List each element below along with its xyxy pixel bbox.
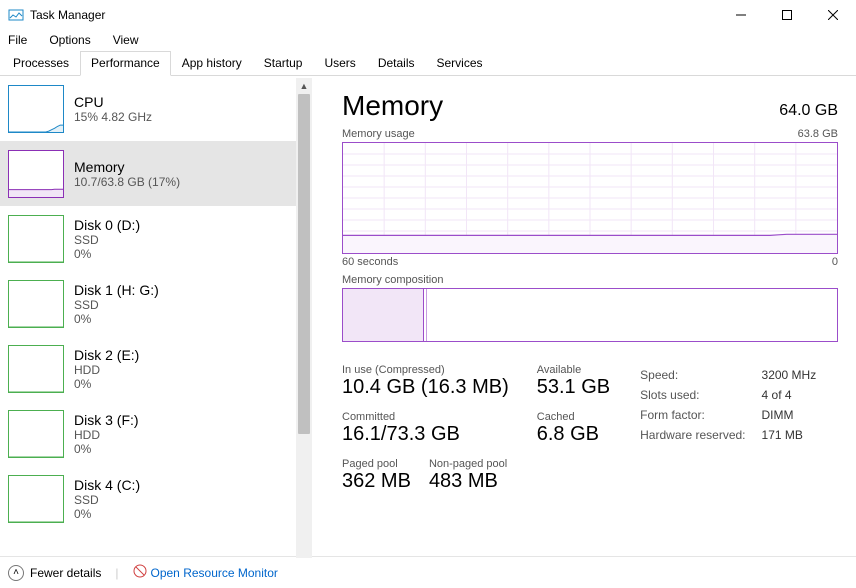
nonpaged-value: 483 MB <box>429 470 507 493</box>
speed-label: Speed: <box>640 366 759 384</box>
fewer-details-label: Fewer details <box>30 566 101 580</box>
sidebar-item-text: Disk 0 (D:) SSD0% <box>74 217 140 261</box>
available-value: 53.1 GB <box>537 376 610 399</box>
sparkline-thumb <box>8 150 64 198</box>
sidebar-item-title: Disk 2 (E:) <box>74 347 139 363</box>
menu-file[interactable]: File <box>4 31 31 49</box>
composition-segment <box>343 289 424 341</box>
sidebar-item-disk-2-e-[interactable]: Disk 2 (E:) HDD0% <box>0 336 296 401</box>
usage-chart-max: 63.8 GB <box>798 128 838 140</box>
scroll-up-icon[interactable]: ▲ <box>296 78 312 94</box>
sidebar-item-disk-4-c-[interactable]: Disk 4 (C:) SSD0% <box>0 466 296 531</box>
cached-value: 6.8 GB <box>537 423 610 446</box>
resmon-icon <box>133 564 147 581</box>
sidebar-scrollbar[interactable]: ▲ <box>296 78 312 558</box>
total-memory: 64.0 GB <box>779 102 838 120</box>
sparkline-thumb <box>8 215 64 263</box>
window-controls <box>718 0 856 30</box>
composition-segment <box>427 289 837 341</box>
tab-services[interactable]: Services <box>426 51 494 76</box>
sidebar-item-disk-1-h-g-[interactable]: Disk 1 (H: G:) SSD0% <box>0 271 296 336</box>
in-use-value: 10.4 GB (16.3 MB) <box>342 376 509 399</box>
sidebar-item-disk-3-f-[interactable]: Disk 3 (F:) HDD0% <box>0 401 296 466</box>
sidebar-item-text: Disk 1 (H: G:) SSD0% <box>74 282 159 326</box>
sidebar-item-cpu[interactable]: CPU 15% 4.82 GHz <box>0 76 296 141</box>
close-button[interactable] <box>810 0 856 30</box>
usage-chart-xright: 0 <box>832 256 838 268</box>
title-bar: Task Manager <box>0 0 856 30</box>
sidebar-item-title: CPU <box>74 94 152 110</box>
tab-app-history[interactable]: App history <box>171 51 253 76</box>
sidebar-item-title: Memory <box>74 159 180 175</box>
sidebar-item-disk-0-d-[interactable]: Disk 0 (D:) SSD0% <box>0 206 296 271</box>
sidebar-item-text: Disk 3 (F:) HDD0% <box>74 412 139 456</box>
sidebar-item-text: Memory 10.7/63.8 GB (17%) <box>74 159 180 189</box>
menu-options[interactable]: Options <box>45 31 94 49</box>
detail-pane: Memory 64.0 GB Memory usage 63.8 GB 60 s… <box>312 76 856 556</box>
speed-value: 3200 MHz <box>762 366 831 384</box>
sparkline-thumb <box>8 85 64 133</box>
app-icon <box>8 7 24 23</box>
form-label: Form factor: <box>640 406 759 424</box>
sidebar-item-text: Disk 2 (E:) HDD0% <box>74 347 139 391</box>
tab-users[interactable]: Users <box>313 51 366 76</box>
form-value: DIMM <box>762 406 831 424</box>
paged-label: Paged pool <box>342 458 411 470</box>
composition-label: Memory composition <box>342 274 838 286</box>
nonpaged-label: Non-paged pool <box>429 458 507 470</box>
window-title: Task Manager <box>30 8 718 22</box>
minimize-button[interactable] <box>718 0 764 30</box>
fewer-details-button[interactable]: ˄ Fewer details <box>8 565 101 581</box>
tab-processes[interactable]: Processes <box>2 51 80 76</box>
sidebar: CPU 15% 4.82 GHz Memory 10.7/63.8 GB (17… <box>0 76 312 556</box>
maximize-button[interactable] <box>764 0 810 30</box>
available-label: Available <box>537 364 610 376</box>
sparkline-thumb <box>8 475 64 523</box>
sidebar-item-text: CPU 15% 4.82 GHz <box>74 94 152 124</box>
chevron-up-icon: ˄ <box>8 565 24 581</box>
menu-view[interactable]: View <box>109 31 143 49</box>
sparkline-thumb <box>8 345 64 393</box>
resmon-label: Open Resource Monitor <box>151 566 278 580</box>
content-area: CPU 15% 4.82 GHz Memory 10.7/63.8 GB (17… <box>0 76 856 556</box>
tab-performance[interactable]: Performance <box>80 51 171 76</box>
sidebar-item-title: Disk 4 (C:) <box>74 477 140 493</box>
status-bar: ˄ Fewer details | Open Resource Monitor <box>0 556 856 588</box>
tab-startup[interactable]: Startup <box>253 51 314 76</box>
cached-label: Cached <box>537 411 610 423</box>
sidebar-item-memory[interactable]: Memory 10.7/63.8 GB (17%) <box>0 141 296 206</box>
memory-composition-chart <box>342 288 838 342</box>
sidebar-item-title: Disk 1 (H: G:) <box>74 282 159 298</box>
reserved-label: Hardware reserved: <box>640 426 759 444</box>
sidebar-item-title: Disk 0 (D:) <box>74 217 140 233</box>
tab-details[interactable]: Details <box>367 51 426 76</box>
slots-value: 4 of 4 <box>762 386 831 404</box>
paged-value: 362 MB <box>342 470 411 493</box>
page-title: Memory <box>342 90 443 122</box>
open-resource-monitor-link[interactable]: Open Resource Monitor <box>133 564 278 581</box>
scroll-thumb[interactable] <box>298 94 310 434</box>
reserved-value: 171 MB <box>762 426 831 444</box>
usage-chart-xleft: 60 seconds <box>342 256 398 268</box>
sparkline-thumb <box>8 410 64 458</box>
in-use-label: In use (Compressed) <box>342 364 509 376</box>
sidebar-item-text: Disk 4 (C:) SSD0% <box>74 477 140 521</box>
usage-chart-label: Memory usage <box>342 128 415 140</box>
menu-bar: File Options View <box>0 30 856 50</box>
memory-usage-chart <box>342 142 838 254</box>
committed-value: 16.1/73.3 GB <box>342 423 509 446</box>
committed-label: Committed <box>342 411 509 423</box>
slots-label: Slots used: <box>640 386 759 404</box>
hardware-table: Speed:3200 MHz Slots used:4 of 4 Form fa… <box>638 364 832 446</box>
sidebar-item-title: Disk 3 (F:) <box>74 412 139 428</box>
sparkline-thumb <box>8 280 64 328</box>
tab-strip: Processes Performance App history Startu… <box>0 50 856 76</box>
